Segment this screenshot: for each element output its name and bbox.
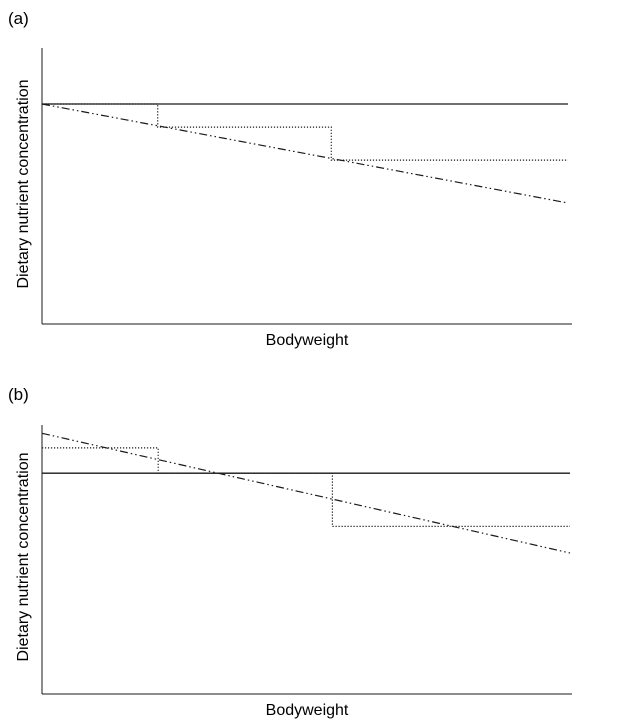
panel-a-label: (a)	[8, 9, 29, 28]
panel-a-series	[41, 103, 569, 204]
panel-b-series-dotted-line	[42, 447, 570, 528]
panel-a-series-dotted-line	[42, 103, 568, 161]
panel-b-x-axis-label: Bodyweight	[266, 702, 349, 719]
panel-a-series-dash-dot-dot-line	[41, 103, 569, 204]
panel-a: (a) Dietary nutrient concentration Bodyw…	[8, 9, 572, 349]
panel-b-axes	[41, 425, 572, 695]
panel-b-series-dash-dot-dot-line	[41, 432, 571, 554]
panel-a-y-axis-label: Dietary nutrient concentration	[15, 80, 32, 289]
panel-a-x-axis-label: Bodyweight	[266, 332, 349, 349]
panel-b-label: (b)	[8, 385, 29, 404]
panel-b-y-axis-label: Dietary nutrient concentration	[15, 453, 32, 662]
panel-b-series	[41, 432, 571, 554]
panel-a-axes	[41, 48, 572, 325]
panel-b: (b) Dietary nutrient concentration Bodyw…	[8, 385, 572, 719]
